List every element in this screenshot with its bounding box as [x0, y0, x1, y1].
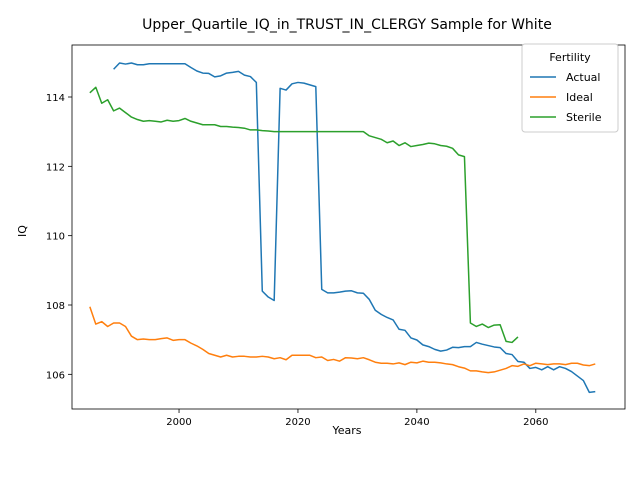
y-tick-label: 112: [46, 162, 65, 173]
axes-frame: [71, 44, 626, 410]
x-axis-label: Years: [331, 424, 361, 437]
y-tick-label: 110: [46, 232, 65, 243]
legend-items: Actual Ideal Sterile: [530, 71, 602, 124]
x-tick-label: 2000: [166, 417, 191, 428]
y-tick-label: 106: [46, 370, 65, 381]
legend-label-sterile: Sterile: [566, 111, 602, 124]
x-tick-label: 2060: [523, 417, 548, 428]
series-line-sterile: [89, 86, 519, 344]
y-tick-label: 108: [46, 301, 65, 312]
x-tick-label: 2020: [285, 417, 310, 428]
legend: Fertility Actual Ideal Sterile: [521, 43, 619, 133]
axes-layer: 2000 2020 2040 2060 106 108 110 112 114: [46, 44, 626, 428]
legend-label-actual: Actual: [566, 71, 600, 84]
y-axis-label: IQ: [16, 225, 29, 237]
series-layer: [89, 62, 596, 394]
legend-label-ideal: Ideal: [566, 91, 593, 104]
chart-title: Upper_Quartile_IQ_in_TRUST_IN_CLERGY Sam…: [142, 17, 552, 33]
y-tick-label: 114: [46, 93, 65, 104]
x-tick-label: 2040: [404, 417, 429, 428]
series-line-ideal: [89, 306, 596, 374]
series-line-actual: [113, 62, 596, 394]
legend-title: Fertility: [549, 51, 591, 64]
legend-frame: [521, 43, 619, 133]
